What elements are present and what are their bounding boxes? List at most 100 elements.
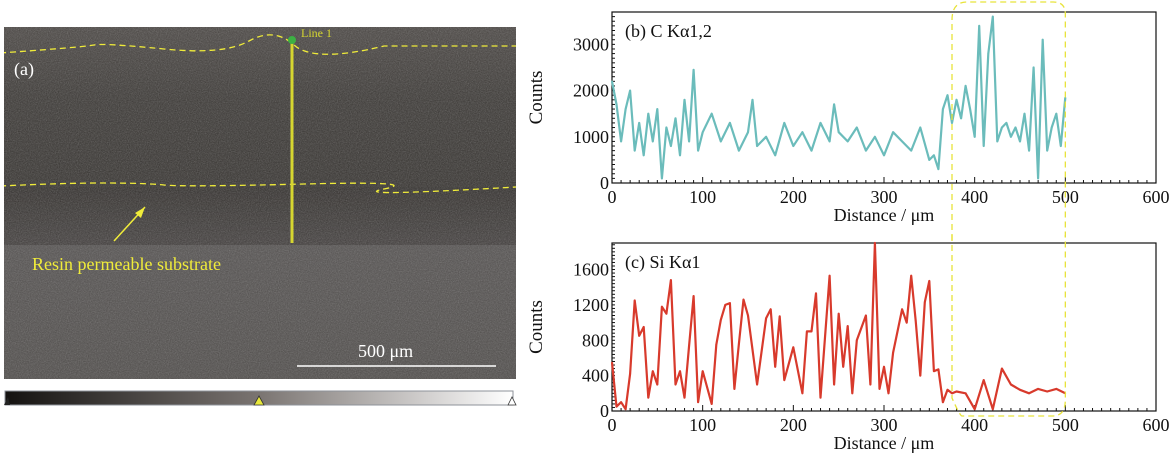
sem-micrograph: Line 1 (a) Resin permeable substrate 500… [4,27,516,379]
data-point [769,308,772,311]
data-point [806,330,808,333]
y-tick-label: 0 [600,401,609,421]
data-point [638,122,640,124]
data-point [978,25,980,27]
data-point [688,140,690,143]
data-point [715,343,718,346]
data-point [837,312,840,315]
data-point [697,401,699,403]
colorbar-min-handle-icon[interactable] [4,397,10,405]
data-point [1019,140,1021,143]
data-point [620,140,622,143]
data-point [1023,112,1026,115]
x-axis-label: Distance / μm [834,205,935,225]
data-point [688,344,690,347]
data-point [692,68,695,71]
data-point [842,365,844,368]
data-point [1001,126,1003,129]
data-point [878,388,881,390]
data-point [810,149,813,152]
data-point [924,301,926,304]
chart-c-ka: 0 100 200 300 400 500 6000100020003000Distance… [526,1,1170,240]
lower-boundary-dashed-line [4,182,516,194]
data-point [661,177,663,180]
data-point [992,408,994,411]
data-point [692,295,695,297]
data-point [1060,145,1062,147]
y-tick-label: 2000 [573,81,609,101]
data-point [624,408,627,411]
data-point [933,154,935,157]
data-point [946,388,949,391]
data-point [615,103,618,106]
panel-a-label: (a) [14,59,34,80]
data-point [661,305,663,308]
data-point [751,99,754,101]
highlight-region-box [951,235,1066,417]
data-point [928,280,931,282]
x-axis-label: Distance / μm [834,433,935,453]
data-point [833,103,835,106]
data-point [729,122,731,124]
colorbar-max-handle-icon[interactable] [507,396,517,406]
data-point [865,314,867,317]
data-point [679,154,681,157]
data-point [901,308,903,311]
data-point [674,383,677,386]
data-point [783,379,786,381]
data-point [801,131,804,133]
data-point [982,379,985,381]
data-point [611,361,613,364]
data-point [815,292,817,295]
data-point [874,135,876,138]
data-point [652,370,654,373]
data-point [1010,135,1012,138]
data-point [656,383,659,386]
x-tick-label: 0 [608,187,617,207]
x-tick-label: 600 [1143,187,1170,207]
data-point [819,122,822,124]
data-point [1032,66,1035,69]
data-point [620,401,622,403]
data-point [887,392,890,395]
line-label: Line 1 [301,27,332,40]
data-point [756,145,758,147]
data-point [928,159,931,161]
data-point [710,112,713,115]
data-point [633,299,636,302]
data-point [679,370,681,373]
x-tick-label: 100 [689,187,716,207]
data-point [778,315,781,318]
data-point [647,112,650,115]
chart-title: (c) Si Kα1 [625,252,700,273]
x-tick-label: 200 [780,415,807,435]
y-tick-label: 1600 [573,260,609,280]
y-axis-label: Counts [526,300,547,354]
x-tick-label: 400 [961,415,988,435]
data-point [1037,177,1039,180]
data-point [969,108,971,110]
data-point [1005,122,1008,124]
data-point [783,122,786,124]
data-point [747,131,749,133]
data-point [683,396,686,399]
data-point [747,314,749,317]
data-point [701,370,704,373]
data-point [942,401,944,403]
data-point [615,405,618,408]
data-point [633,149,636,152]
x-tick-label: 200 [780,187,807,207]
data-point [933,370,935,373]
data-point [738,149,740,152]
data-point [910,274,912,277]
data-point [720,319,722,321]
data-point [1019,388,1021,391]
data-point [951,392,953,395]
data-point [774,365,776,368]
data-point [982,145,985,147]
data-point [883,365,885,368]
data-point [674,117,677,120]
colorbar-mid-handle-icon[interactable] [253,395,265,406]
data-point [987,52,990,55]
data-point [837,131,840,133]
